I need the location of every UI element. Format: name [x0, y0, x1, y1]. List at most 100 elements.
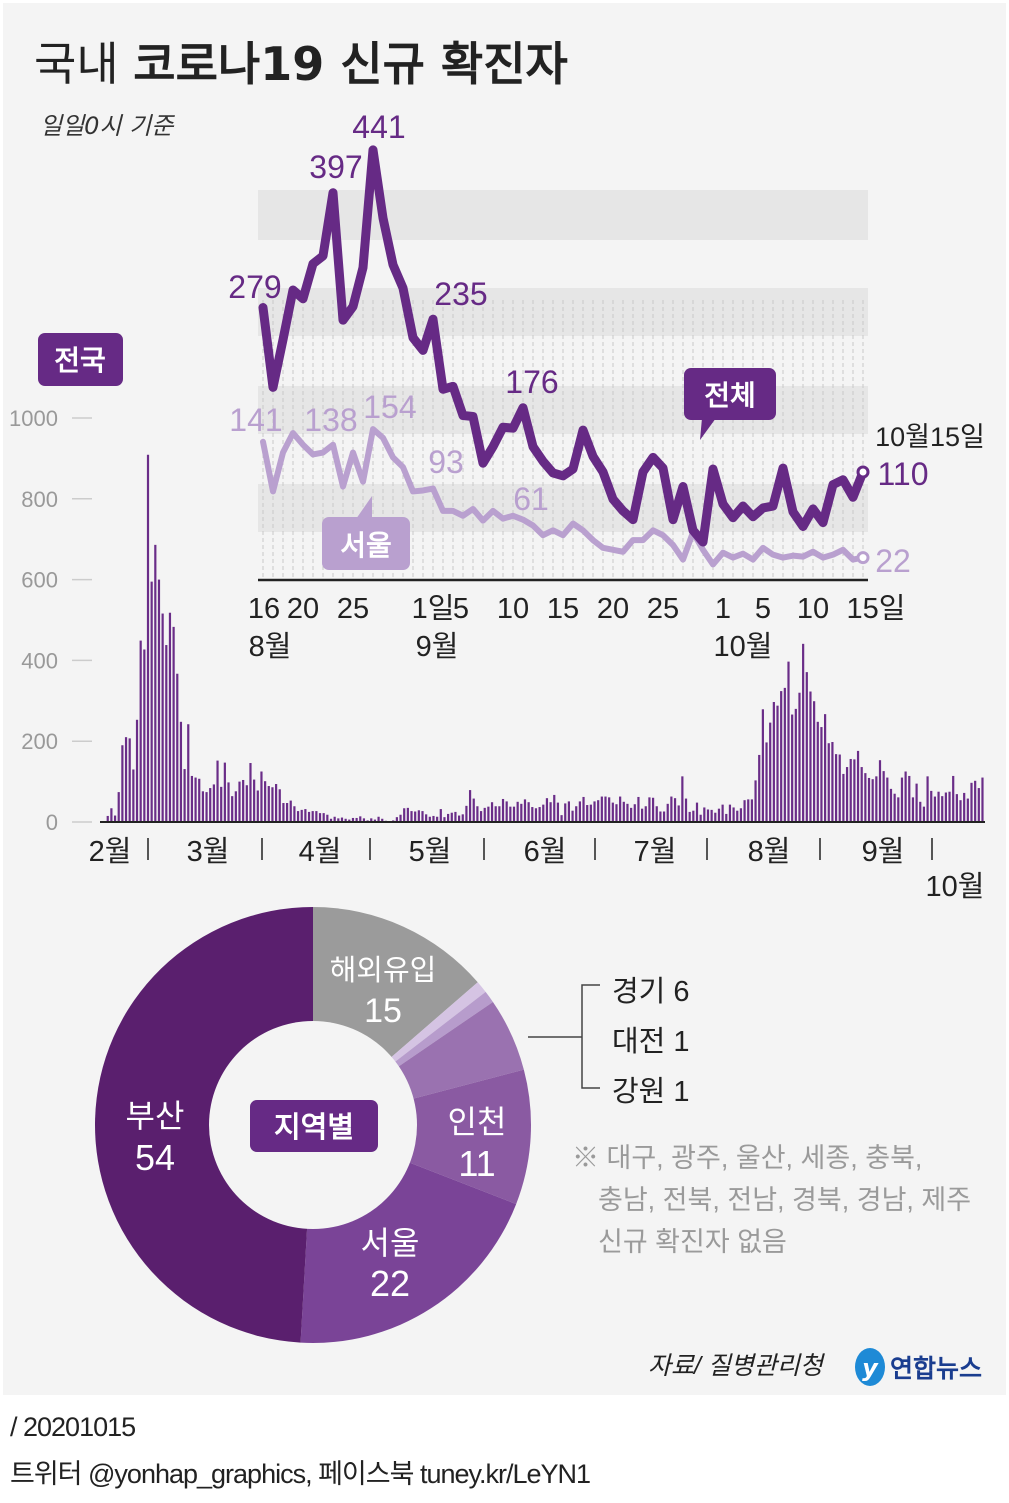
bar: [831, 742, 834, 822]
bar: [205, 792, 208, 822]
bar: [362, 818, 366, 822]
bar: [476, 806, 479, 822]
x-tick: 25: [647, 593, 679, 625]
bar: [758, 754, 761, 822]
label-total-279: 279: [228, 269, 281, 305]
bar: [124, 737, 128, 822]
bar: [212, 784, 215, 822]
bar: [487, 806, 490, 822]
bar: [348, 819, 351, 822]
source: 자료/ 질병관리청: [648, 1352, 826, 1380]
bar: [370, 818, 373, 822]
svg-text:전국: 전국: [54, 344, 106, 377]
bar: [340, 817, 344, 822]
x-month-label: 6월: [524, 835, 567, 868]
bar: [238, 781, 241, 822]
bar: [154, 544, 157, 822]
x-month-label: 9월: [862, 835, 905, 868]
note-line: 충남, 전북, 전남, 경북, 경남, 제주: [598, 1185, 971, 1215]
x-tick: 10: [797, 593, 829, 625]
x-tick: 25: [337, 593, 369, 625]
bar: [732, 807, 735, 822]
label-total-176: 176: [505, 364, 558, 400]
bar: [479, 811, 483, 822]
bar: [296, 811, 300, 822]
bar: [706, 809, 710, 822]
bar: [853, 759, 856, 822]
badge-nationwide: 전국: [38, 333, 123, 386]
x-month-label: 4월: [299, 835, 342, 868]
bar: [772, 702, 775, 822]
bar: [483, 807, 486, 822]
bar: [351, 817, 355, 822]
bar: [553, 794, 556, 822]
bar: [677, 805, 680, 822]
line-chart: [258, 145, 870, 568]
total-line-end-marker: [856, 465, 870, 479]
bar: [516, 801, 519, 822]
bar: [611, 802, 614, 822]
label-total-235: 235: [434, 276, 487, 312]
bar: [630, 807, 633, 822]
bar: [721, 804, 724, 822]
x-month-label: 2월: [89, 835, 132, 868]
page-title: 국내 코로나19 신규 확진자: [34, 37, 568, 91]
bar: [498, 806, 501, 822]
bar: [198, 778, 201, 822]
footer-social[interactable]: 트위터 @yonhap_graphics, 페이스북 tuney.kr/LeYN…: [10, 1459, 591, 1489]
bar: [110, 808, 113, 822]
bar: [695, 802, 699, 822]
pie-value-incheon: 11: [458, 1143, 495, 1184]
bar: [245, 785, 248, 822]
bar: [659, 811, 662, 822]
bar: [670, 796, 673, 822]
bar: [161, 613, 164, 822]
line-chart-x-ticks: 16 20 25 1일 5 10 15 20 25 1 5 10 15일 8월 …: [248, 593, 906, 663]
label-seoul-154: 154: [363, 389, 416, 425]
badge-by-region: 지역별: [250, 1100, 378, 1152]
bar: [443, 817, 446, 822]
bar: [494, 806, 497, 822]
label-total-397: 397: [309, 149, 362, 185]
bar: [944, 792, 947, 822]
bar: [714, 812, 717, 822]
bar: [871, 779, 874, 822]
bar: [710, 809, 713, 822]
bar: [564, 803, 567, 822]
bar: [922, 806, 926, 822]
bar: [307, 811, 311, 822]
bar: [187, 724, 190, 822]
bar-chart: [102, 454, 984, 822]
bar: [641, 808, 644, 822]
bar: [673, 798, 677, 822]
x-month-label: 3월: [187, 835, 230, 868]
bar: [509, 806, 512, 822]
y-tick-label: 200: [21, 729, 58, 754]
note-line: 신규 확진자 없음: [598, 1227, 787, 1257]
bar: [769, 722, 772, 822]
bar: [395, 817, 398, 822]
bar: [805, 672, 808, 822]
bar: [447, 813, 450, 822]
bar: [644, 806, 647, 822]
pie-value-seoul: 22: [370, 1263, 410, 1304]
bar: [860, 767, 863, 822]
bar: [981, 777, 984, 822]
bar: [692, 810, 695, 822]
bar: [403, 808, 406, 822]
bar: [593, 801, 596, 822]
bar: [560, 815, 563, 822]
bar: [216, 760, 219, 822]
bar: [135, 719, 139, 822]
bar: [582, 796, 585, 822]
bar: [765, 742, 768, 822]
pie-slice-부산: [95, 907, 313, 1343]
svg-text:y: y: [862, 1354, 879, 1382]
bar: [542, 804, 545, 822]
bar: [911, 797, 915, 822]
bar: [955, 794, 958, 822]
bar: [963, 792, 966, 822]
bar: [253, 779, 256, 822]
bar: [121, 745, 124, 822]
